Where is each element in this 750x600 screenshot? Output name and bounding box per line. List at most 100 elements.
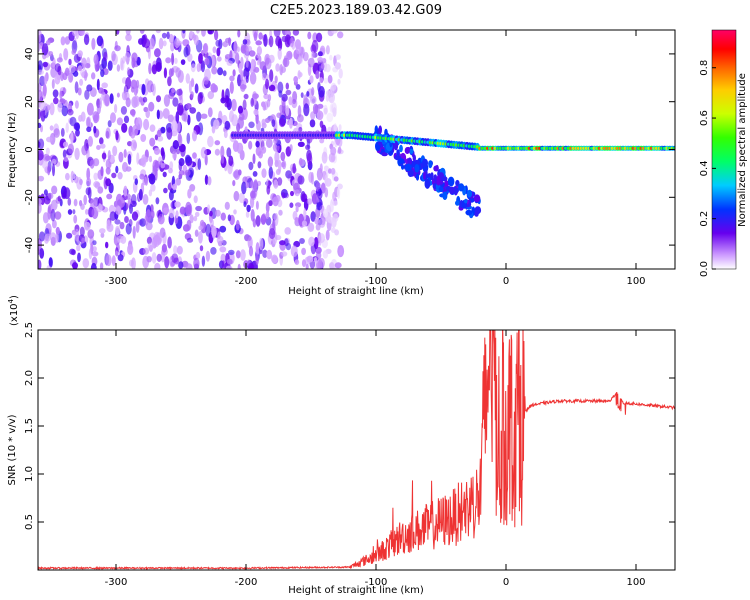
heat-cell-303 (269, 30, 273, 38)
heat-cell-537 (232, 170, 240, 179)
heat-cell-1102 (315, 251, 322, 260)
heatmap-cells (38, 30, 675, 269)
heat-cell-827 (38, 202, 42, 214)
heat-cell-1294 (252, 171, 258, 177)
heat-cell-359 (310, 111, 316, 120)
heat-cell-1101 (274, 151, 280, 164)
heat-cell-1381 (288, 117, 293, 129)
heat-cell-1524 (409, 148, 414, 154)
heat-cell-1009 (64, 67, 70, 77)
heat-cell-1199 (120, 57, 124, 71)
heat-cell-614 (146, 236, 152, 245)
heat-cell-1121 (38, 198, 42, 205)
heat-cell-1135 (84, 221, 91, 231)
heat-cell-600 (278, 117, 286, 128)
heat-cell-1369 (43, 74, 48, 85)
heat-cell-109 (77, 252, 81, 263)
heat-cell-1243 (40, 108, 46, 122)
heat-cell-885 (245, 182, 250, 188)
heat-cell-1115 (45, 40, 51, 46)
heat-cell-11 (189, 107, 197, 114)
heat-cell-1213 (99, 228, 106, 234)
heat-cell-1549 (404, 163, 412, 172)
heat-cell-853 (105, 241, 109, 249)
heat-cell-1100 (284, 34, 291, 48)
heat-cell-859 (318, 217, 326, 228)
heat-cell-294 (201, 30, 206, 37)
heat-cell-494 (253, 31, 258, 42)
heat-cell-202 (232, 69, 236, 77)
heat-cell-504 (156, 135, 164, 142)
heat-cell-1039 (106, 193, 113, 200)
heat-cell-764 (139, 30, 145, 34)
heat-cell-17 (338, 124, 342, 132)
heat-cell-1140 (228, 155, 234, 167)
heat-cell-1147 (141, 154, 147, 168)
heat-cell-428 (124, 216, 129, 223)
heat-cell-609 (303, 103, 310, 117)
heat-cell-1177 (333, 123, 338, 132)
heat-cell-1353 (38, 35, 42, 43)
heat-cell-1162 (235, 219, 240, 231)
heat-cell-714 (46, 136, 53, 143)
heat-cell-1335 (312, 103, 319, 115)
heat-cell-893 (55, 226, 60, 235)
heat-cell-701 (190, 63, 196, 73)
heat-cell-829 (194, 229, 199, 237)
heat-cell-1154 (178, 261, 184, 269)
heat-cell-1485 (415, 173, 420, 181)
heat-cell-1153 (317, 57, 324, 62)
heat-cell-522 (185, 201, 192, 215)
heat-cell-1050 (143, 38, 151, 49)
heat-cell-1367 (147, 242, 155, 251)
colorbar-ticks: 0.0 0.2 0.4 0.6 0.8 (699, 60, 716, 277)
heat-cell-1363 (233, 40, 238, 54)
y-tick-label-4: 40 (24, 48, 35, 61)
heat-cell-1302 (273, 179, 279, 189)
heat-cell-514 (192, 152, 197, 159)
heat-cell-745 (60, 127, 65, 137)
heat-cell-235 (327, 74, 333, 84)
heat-cell-363 (150, 183, 156, 192)
heat-cell-388 (198, 231, 203, 244)
heat-cell-407 (52, 89, 59, 98)
heat-cell-1234 (161, 32, 167, 39)
heat-cell-1087 (86, 84, 93, 92)
heat-cell-1265 (96, 78, 100, 91)
heat-cell-734 (39, 75, 46, 87)
heat-cell-1223 (238, 169, 242, 176)
heat-cell-169 (207, 135, 214, 148)
heat-cell-1347 (82, 258, 90, 269)
heat-cell-1066 (210, 83, 217, 93)
heat-cell-989 (235, 52, 240, 64)
heat-cell-628 (156, 210, 163, 219)
heat-cell-858 (122, 56, 126, 64)
heat-cell-1104 (156, 253, 162, 262)
heat-cell-965 (193, 215, 198, 222)
heat-cell-1143 (81, 57, 87, 68)
heat-cell-972 (166, 31, 170, 40)
heat-cell-995 (160, 126, 166, 134)
heat-cell-679 (252, 93, 259, 99)
heat-cell-1315 (158, 216, 162, 222)
heat-cell-1370 (173, 245, 178, 255)
heat-cell-1371 (294, 189, 301, 197)
heat-cell-1196 (200, 113, 208, 119)
snr-y-tick-label-4: 2.5 (24, 322, 35, 338)
heat-cell-478 (238, 192, 245, 204)
heat-cell-1206 (52, 163, 55, 177)
heat-cell-553 (119, 221, 125, 230)
heat-cell-1107 (129, 109, 136, 116)
snr-scale-label: (x104) (7, 295, 20, 326)
heat-cell-1222 (321, 151, 328, 164)
heat-cell-1491 (422, 158, 428, 168)
heat-cell-555 (154, 262, 161, 269)
heat-cell-1136 (267, 180, 271, 189)
heat-cell-684 (96, 145, 101, 150)
heat-cell-49 (167, 114, 174, 123)
heat-cell-1078 (122, 161, 128, 173)
heat-cell-983 (80, 203, 85, 210)
heat-cell-1134 (171, 67, 175, 77)
heat-cell-966 (243, 93, 249, 100)
heat-cell-370 (325, 45, 330, 55)
